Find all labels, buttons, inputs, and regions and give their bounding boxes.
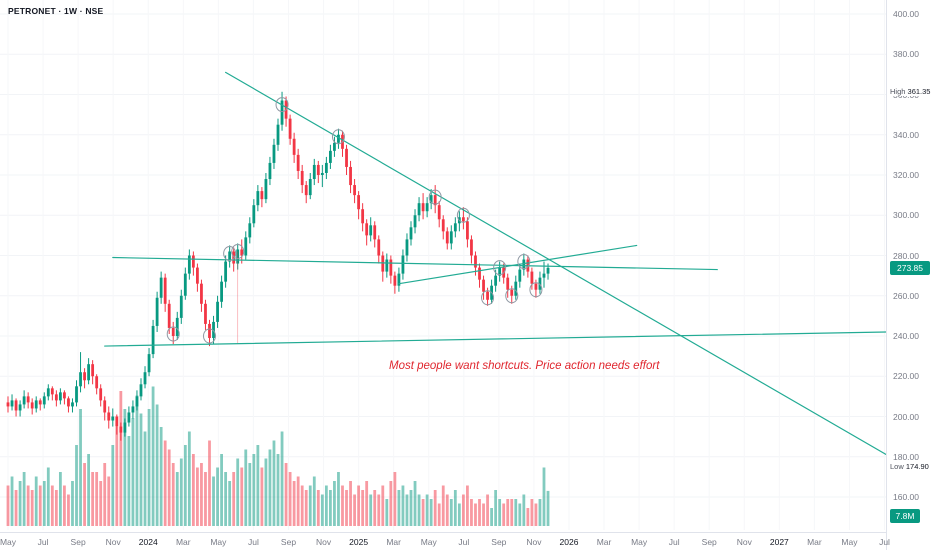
time-axis-label: 2024: [138, 537, 158, 547]
price-axis[interactable]: High 361.35 Low 174.90 273.85 7.8M 400.0…: [886, 0, 932, 550]
price-axis-label: 320.00: [893, 170, 919, 180]
time-axis-label: Mar: [596, 537, 612, 547]
trendline-1[interactable]: [225, 71, 886, 456]
time-axis-label: Mar: [807, 537, 822, 547]
pivot-circle[interactable]: [331, 129, 345, 145]
time-axis-label: Mar: [175, 537, 191, 547]
time-axis-label: Jul: [668, 537, 680, 547]
time-axis-label: Sep: [70, 537, 86, 547]
price-axis-label: 380.00: [893, 49, 919, 60]
last-price-badge: 273.85: [890, 260, 930, 275]
pivot-circle[interactable]: [517, 254, 531, 270]
pivot-circle[interactable]: [275, 97, 289, 113]
time-axis-label: Nov: [105, 537, 121, 547]
time-axis-label: Nov: [315, 537, 332, 547]
trendline-3[interactable]: [104, 331, 886, 347]
low-price-marker: Low 174.90: [888, 462, 931, 471]
symbol-legend[interactable]: PETRONET · 1W · NSE: [8, 6, 104, 16]
time-axis[interactable]: May Jul Sep Nov 2024 Mar May Jul Sep Nov 2025 Mar Ma…: [0, 532, 890, 551]
time-axis-label: Sep: [701, 537, 717, 547]
price-axis-label: 220.00: [893, 371, 919, 382]
pivot-circle[interactable]: [223, 245, 237, 261]
time-axis-label: May: [0, 537, 17, 547]
price-chart-canvas[interactable]: [0, 0, 886, 550]
time-axis-label: 2027: [769, 537, 789, 547]
time-axis-label: Nov: [736, 537, 752, 547]
high-price-marker: High 361.35: [888, 86, 932, 96]
low-marker-label: Low: [890, 462, 904, 471]
time-axis-label: May: [841, 537, 858, 547]
pivot-circle[interactable]: [529, 282, 543, 298]
time-axis-label: Jul: [458, 537, 470, 547]
time-axis-label: Jul: [37, 537, 49, 547]
time-axis-label: Jul: [247, 537, 259, 547]
pivot-circle[interactable]: [493, 260, 507, 276]
time-axis-label: 2026: [559, 537, 579, 547]
time-axis-label: Sep: [280, 537, 297, 547]
high-marker-value: 361.35: [907, 86, 931, 96]
price-axis-label: 400.00: [893, 9, 919, 19]
trendline-4[interactable]: [398, 244, 638, 285]
time-axis-label: 2025: [349, 537, 369, 547]
price-axis-label: 180.00: [893, 451, 919, 462]
price-axis-label: 260.00: [893, 290, 919, 301]
price-axis-label: 200.00: [893, 411, 919, 422]
price-axis-label: 240.00: [893, 331, 919, 341]
pivot-circle[interactable]: [456, 207, 470, 223]
time-axis-label: May: [631, 537, 648, 547]
candlestick-series: [6, 91, 550, 441]
low-marker-value: 174.90: [905, 462, 929, 471]
pivot-circle[interactable]: [231, 243, 245, 259]
pivot-circle[interactable]: [203, 328, 216, 344]
time-axis-label: May: [420, 537, 437, 547]
pivot-circle[interactable]: [481, 290, 495, 306]
price-axis-label: 280.00: [893, 250, 919, 261]
high-marker-label: High: [890, 86, 906, 96]
price-axis-label: 160.00: [893, 492, 919, 502]
volume-badge: 7.8M: [890, 509, 920, 523]
chart-annotation-text[interactable]: Most people want shortcuts. Price action…: [389, 360, 660, 372]
price-axis-label: 300.00: [893, 210, 919, 221]
time-axis-label: May: [210, 537, 227, 547]
trendline-2[interactable]: [112, 256, 718, 271]
time-axis-label: Sep: [491, 537, 507, 547]
pivot-circle[interactable]: [505, 288, 519, 304]
time-axis-label: Jul: [879, 537, 890, 547]
volume-series: [6, 386, 550, 526]
pivot-circle[interactable]: [428, 189, 442, 205]
time-axis-label: Mar: [386, 537, 401, 547]
time-axis-label: Nov: [526, 537, 542, 547]
pivot-circle[interactable]: [166, 326, 180, 342]
price-axis-label: 340.00: [893, 129, 919, 140]
